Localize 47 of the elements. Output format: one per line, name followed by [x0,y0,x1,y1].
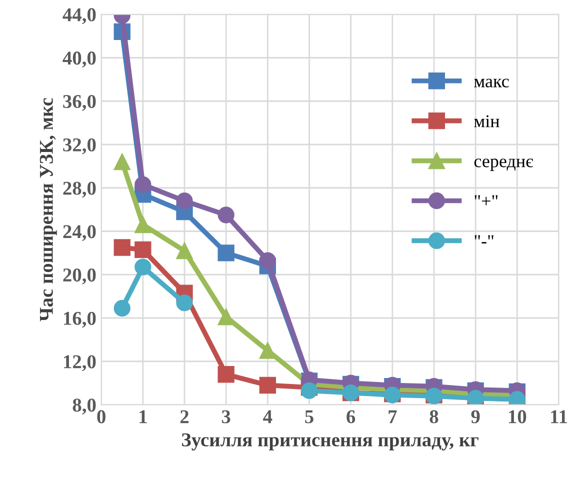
y-tick-label: 32,0 [63,138,96,154]
y-axis-title: Час поширення УЗК, мкс [40,98,57,322]
legend-label: "-" [474,235,494,244]
y-tick-label: 24,0 [63,225,96,242]
y-tick-label: 36,0 [63,94,96,111]
x-tick-label: 4 [263,410,272,424]
point [300,382,318,399]
y-tick-label: 44,0 [62,8,96,24]
x-tick-label: 11 [551,410,567,424]
point [176,192,193,210]
point [218,308,234,326]
point [176,242,193,260]
point [259,252,276,269]
legend-label: мін [474,115,500,128]
point [218,244,234,262]
point [114,154,130,170]
y-tick-label: 16,0 [64,312,96,328]
x-tick-label: 9 [471,410,480,424]
point [114,300,130,317]
point [259,376,276,394]
x-tick-label: 10 [508,410,526,424]
x-tick-label: 7 [388,410,397,424]
y-tick-label: 28,0 [63,182,96,198]
legend-label: середнє [474,158,534,171]
point [134,216,152,234]
point [218,206,234,224]
y-tick-label: 40,0 [62,52,96,68]
y-tick-label: 12,0 [64,355,96,372]
x-tick-label: 6 [346,410,356,424]
x-tick-label: 3 [222,410,230,424]
point [134,241,152,258]
x-tick-label: 8 [430,410,438,424]
point [218,366,234,383]
y-tick-label: 20,0 [63,268,96,284]
point [134,258,152,276]
point [176,294,193,312]
legend-label: макс [474,78,509,88]
x-tick-label: 0 [97,410,106,424]
point [259,342,276,359]
x-tick-label: 1 [140,410,147,424]
point [134,176,152,193]
legend-label: "+" [474,195,498,206]
point [114,239,130,256]
x-tick-label: 2 [180,410,189,424]
x-axis-title: Зусилля притиснення приладу, кг [182,433,478,450]
x-tick-label: 5 [305,410,314,424]
y-tick-label: 8,0 [72,398,96,415]
